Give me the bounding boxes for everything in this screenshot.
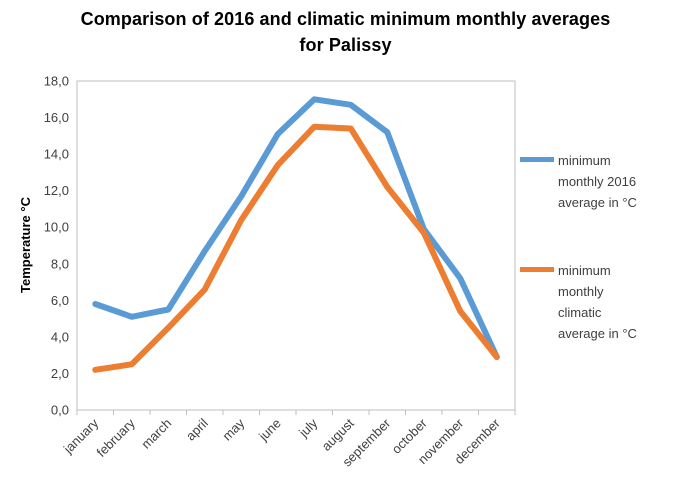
data-point <box>165 325 171 331</box>
y-tick-label: 12,0 <box>44 183 69 198</box>
chart-title-line-2: for Palissy <box>299 35 392 55</box>
chart-title-line-1: Comparison of 2016 and climatic minimum … <box>80 9 611 29</box>
data-point <box>275 162 281 168</box>
y-tick-label: 2,0 <box>51 366 69 381</box>
data-point <box>421 230 427 236</box>
series-line-1 <box>92 96 500 360</box>
legend-label-line: minimum <box>558 153 611 168</box>
y-tick-label: 6,0 <box>51 293 69 308</box>
legend-label: minimum monthly 2016 average in °C <box>558 150 678 213</box>
data-point <box>129 361 135 367</box>
plot-border <box>76 80 516 411</box>
legend-label-line: climatic <box>558 305 602 320</box>
x-tick-label: july <box>295 415 320 440</box>
legend-label-line: minimum <box>558 263 611 278</box>
y-tick-label: 8,0 <box>51 256 69 271</box>
data-point <box>494 354 500 360</box>
legend-label-line: average in °C <box>558 326 637 341</box>
data-point <box>348 102 354 108</box>
legend-label: minimum monthly climatic average in °C <box>558 260 678 344</box>
legend-label-line: monthly <box>558 284 604 299</box>
y-tick-label: 18,0 <box>44 74 69 89</box>
data-point <box>384 129 390 135</box>
data-point <box>129 314 135 320</box>
legend-swatch <box>520 267 554 272</box>
data-point <box>202 248 208 254</box>
data-point <box>384 184 390 190</box>
legend-swatch <box>520 157 554 162</box>
x-tick-label: june <box>255 416 284 445</box>
data-point <box>165 306 171 312</box>
series-line-2 <box>92 123 500 373</box>
x-tick-label: may <box>219 415 247 443</box>
data-point <box>275 131 281 137</box>
data-point <box>92 367 98 373</box>
y-tick-label: 14,0 <box>44 147 69 162</box>
data-point <box>311 124 317 130</box>
x-tick-label: march <box>138 416 174 452</box>
data-point <box>457 275 463 281</box>
legend-label-line: average in °C <box>558 195 637 210</box>
data-point <box>457 308 463 314</box>
legend-label-line: monthly 2016 <box>558 174 637 189</box>
y-tick-label: 10,0 <box>44 220 69 235</box>
y-tick-label: 4,0 <box>51 329 69 344</box>
y-tick-label: 16,0 <box>44 110 69 125</box>
data-point <box>311 96 317 102</box>
data-point <box>238 217 244 223</box>
x-tick-label: april <box>183 415 211 443</box>
x-tick-label: february <box>94 415 139 460</box>
data-point <box>202 286 208 292</box>
data-point <box>238 193 244 199</box>
data-point <box>348 126 354 132</box>
data-point <box>92 301 98 307</box>
y-tick-label: 0,0 <box>51 403 69 418</box>
